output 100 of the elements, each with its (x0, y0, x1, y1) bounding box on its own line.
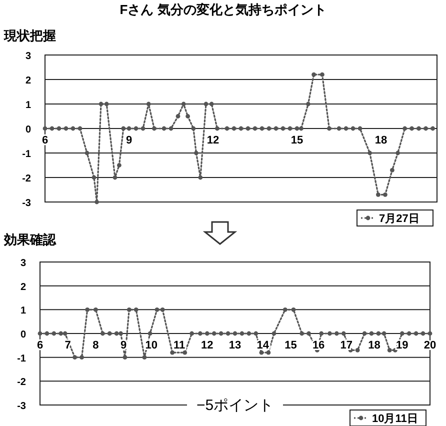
point (118, 331, 123, 336)
point (38, 331, 42, 336)
y-tick-label: -3 (17, 401, 26, 412)
point (44, 331, 50, 336)
point (117, 163, 122, 168)
point (134, 126, 138, 131)
y-tick-label: 0 (20, 330, 26, 340)
point (327, 126, 332, 131)
x-tick-label: 9 (120, 340, 127, 352)
y-tick-label: 1 (20, 306, 26, 317)
point (306, 331, 312, 336)
x-tick-label: 10 (145, 340, 158, 352)
y-tick-label: -2 (22, 174, 32, 184)
point (232, 331, 238, 336)
point (300, 331, 304, 336)
y-tick-label: -1 (22, 149, 32, 160)
point (212, 331, 216, 336)
point (148, 331, 152, 336)
point (319, 331, 324, 336)
y-tick-label: -3 (22, 198, 32, 209)
point (194, 150, 198, 156)
point (142, 355, 147, 360)
point (387, 348, 392, 352)
y-tick-label: 0 (25, 124, 32, 136)
point (320, 72, 324, 77)
x-tick-label: 17 (340, 340, 353, 352)
point (181, 102, 186, 106)
point (266, 126, 272, 131)
y-tick-label: 2 (20, 282, 26, 293)
point (252, 126, 258, 131)
y-tick-label: 3 (20, 258, 26, 269)
point (218, 331, 224, 336)
x-tick-label: 18 (374, 134, 388, 146)
point (400, 331, 404, 336)
y-tick-label: 3 (25, 51, 32, 62)
point (402, 126, 407, 131)
point (191, 126, 196, 131)
point (224, 126, 230, 131)
point (306, 102, 310, 106)
point (376, 192, 380, 197)
point (369, 331, 374, 336)
point (190, 331, 194, 336)
x-tick-label: 18 (368, 340, 380, 352)
point (104, 102, 109, 106)
point (162, 126, 166, 131)
point (209, 102, 214, 106)
y-tick-label: 2 (25, 76, 32, 86)
point (107, 331, 112, 336)
point (312, 72, 316, 77)
point (299, 126, 304, 131)
legend-label: 10月11日 (372, 413, 418, 425)
point (215, 126, 220, 131)
x-tick-label: 7 (64, 340, 71, 352)
point (42, 126, 48, 131)
point (58, 331, 64, 336)
chart-title: Fさん 気分の変化と気持ちポイント (120, 2, 326, 17)
point (64, 126, 68, 131)
point (114, 331, 119, 336)
point (152, 126, 156, 131)
point (204, 331, 210, 336)
annotation: −5ポイント (196, 397, 274, 414)
point (168, 126, 174, 131)
point (410, 126, 414, 131)
point (80, 355, 84, 360)
point (288, 126, 292, 131)
point (84, 150, 90, 156)
point (240, 331, 244, 336)
point (420, 331, 426, 336)
point (382, 331, 386, 336)
point (362, 331, 367, 336)
point (121, 126, 126, 131)
point (85, 307, 90, 312)
x-tick-label: 8 (92, 340, 99, 352)
x-tick-label: 13 (228, 340, 242, 352)
point (70, 126, 76, 131)
point (416, 126, 421, 131)
point (134, 307, 138, 312)
point (390, 168, 394, 172)
point (428, 331, 432, 336)
point (383, 192, 388, 197)
point (198, 331, 202, 336)
point (280, 126, 286, 131)
y-tick-label: 1 (25, 100, 32, 111)
x-tick-label: 15 (284, 340, 297, 352)
chart-title: 効果確認 (3, 232, 57, 247)
point (122, 355, 128, 360)
x-tick-label: 11 (173, 340, 186, 352)
point (72, 355, 78, 360)
point (238, 126, 244, 131)
point (94, 200, 99, 204)
point (376, 331, 381, 336)
point (50, 126, 54, 131)
point (126, 307, 132, 312)
point (341, 331, 346, 336)
point (170, 350, 175, 355)
x-tick-label: 19 (396, 340, 408, 352)
point (126, 126, 132, 131)
point (62, 331, 68, 336)
point (198, 175, 203, 180)
point (291, 307, 296, 312)
